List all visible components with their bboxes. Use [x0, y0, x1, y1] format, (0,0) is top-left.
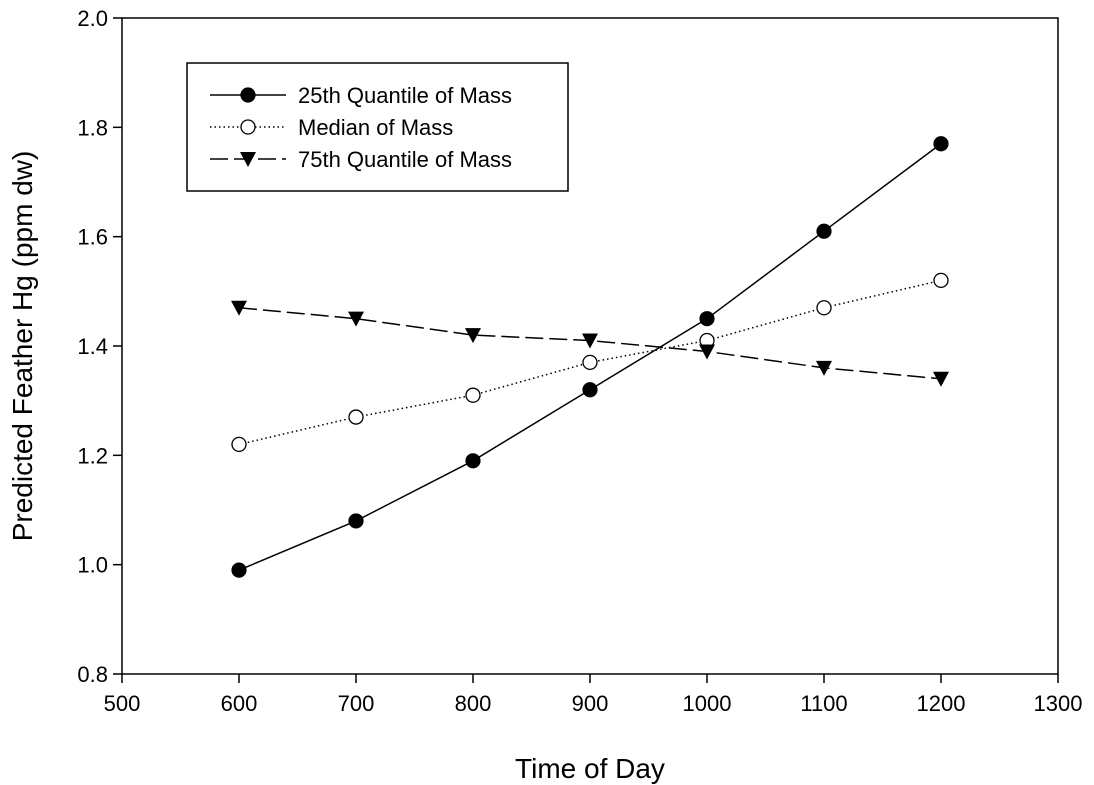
data-point: [582, 333, 598, 349]
x-axis-title: Time of Day: [515, 753, 665, 784]
y-tick-label: 1.0: [77, 553, 108, 578]
data-point: [933, 136, 949, 152]
data-point: [231, 300, 247, 316]
y-tick-label: 1.8: [77, 115, 108, 140]
data-point: [582, 382, 598, 398]
data-point: [348, 409, 364, 425]
legend-marker: [240, 87, 256, 103]
legend-marker: [240, 152, 256, 167]
x-tick-label: 800: [455, 691, 492, 716]
x-tick-label: 700: [338, 691, 375, 716]
legend-item: 75th Quantile of Mass: [210, 147, 512, 172]
series: [231, 136, 949, 578]
x-tick-label: 600: [221, 691, 258, 716]
data-point: [816, 223, 832, 239]
legend-label: 75th Quantile of Mass: [298, 147, 512, 172]
data-point: [933, 272, 949, 289]
data-point: [699, 311, 715, 327]
x-tick-label: 1200: [917, 691, 966, 716]
data-point: [231, 436, 247, 453]
data-point: [465, 453, 481, 469]
data-point: [582, 354, 598, 371]
legend: 25th Quantile of Mass Median of Mass 75th …: [186, 62, 569, 192]
legend-item: 25th Quantile of Mass: [210, 83, 512, 108]
data-point: [816, 360, 832, 376]
data-point: [348, 311, 364, 327]
y-tick-label: 1.2: [77, 443, 108, 468]
legend-label: 25th Quantile of Mass: [298, 83, 512, 108]
y-tick-label: 1.6: [77, 225, 108, 250]
data-point: [933, 371, 949, 387]
x-tick-label: 1100: [800, 691, 847, 716]
legend-items: 25th Quantile of Mass Median of Mass 75th …: [210, 83, 512, 172]
series: [231, 272, 949, 453]
y-tick-label: 1.4: [77, 334, 108, 359]
data-point: [348, 513, 364, 529]
x-tick-label: 1000: [683, 691, 732, 716]
legend-label: Median of Mass: [298, 115, 453, 140]
y-axis: 0.8 1.0 1.2 1.4 1.6 1.8 2.0: [77, 6, 122, 687]
data-point: [465, 387, 481, 403]
series-layer: [231, 136, 949, 578]
data-point: [465, 328, 481, 344]
data-point: [816, 300, 832, 316]
data-point: [699, 344, 715, 360]
y-tick-label: 2.0: [77, 6, 108, 31]
x-tick-label: 1300: [1034, 691, 1083, 716]
data-point: [231, 562, 247, 578]
x-axis: 500 600 700 800 900 1000 1100 1200 1300: [104, 674, 1083, 716]
x-tick-label: 900: [572, 691, 609, 716]
y-tick-label: 0.8: [77, 662, 108, 687]
legend-item: Median of Mass: [210, 115, 453, 140]
legend-marker: [240, 119, 256, 135]
y-axis-title: Predicted Feather Hg (ppm dw): [7, 151, 38, 542]
x-tick-label: 500: [104, 691, 141, 716]
series: [231, 300, 949, 387]
